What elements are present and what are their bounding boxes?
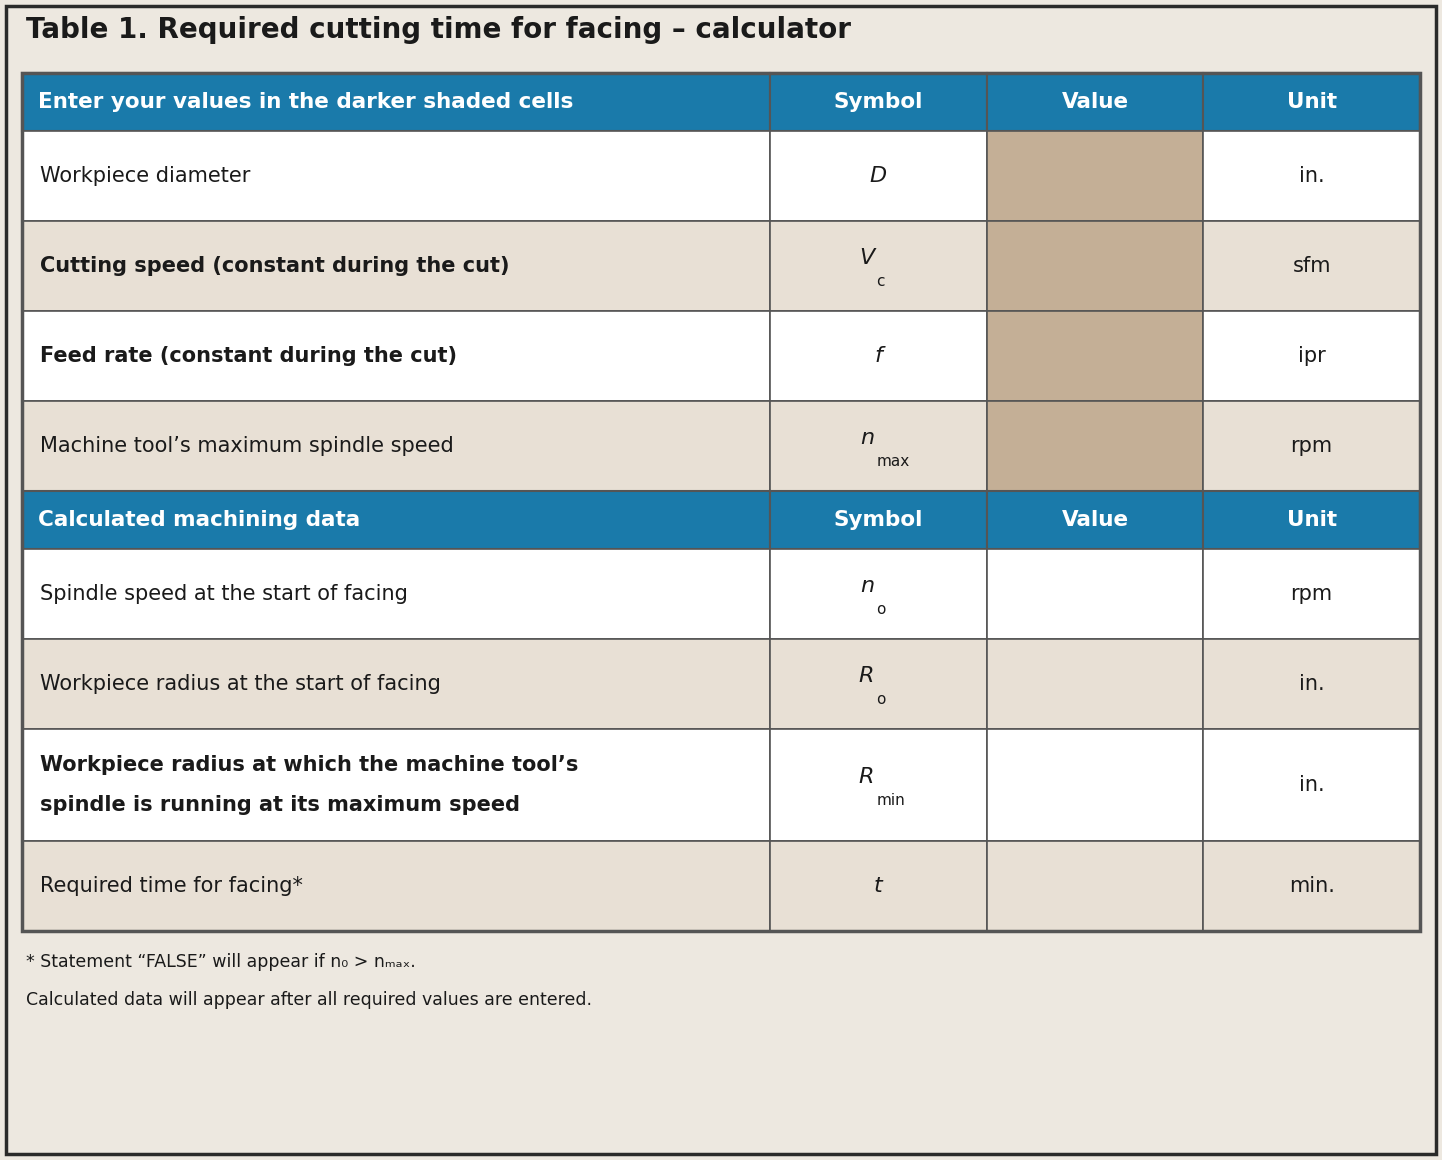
Text: rpm: rpm xyxy=(1291,436,1332,456)
Text: V: V xyxy=(859,248,874,268)
Bar xyxy=(1203,841,1420,931)
Bar xyxy=(986,73,1203,131)
Text: n: n xyxy=(859,577,874,596)
Text: Calculated data will appear after all required values are entered.: Calculated data will appear after all re… xyxy=(26,991,593,1009)
Text: Workpiece radius at which the machine tool’s: Workpiece radius at which the machine to… xyxy=(40,755,578,775)
Bar xyxy=(986,639,1203,728)
Bar xyxy=(22,728,770,841)
Text: Table 1. Required cutting time for facing – calculator: Table 1. Required cutting time for facin… xyxy=(26,16,851,44)
Bar xyxy=(986,549,1203,639)
Text: R: R xyxy=(859,767,874,786)
Bar xyxy=(770,841,986,931)
Bar xyxy=(770,222,986,311)
Text: Workpiece diameter: Workpiece diameter xyxy=(40,166,251,186)
Text: min.: min. xyxy=(1289,876,1335,896)
Text: min: min xyxy=(877,793,906,809)
Bar xyxy=(1203,131,1420,222)
Text: R: R xyxy=(859,666,874,686)
Text: o: o xyxy=(877,693,885,706)
Bar xyxy=(770,639,986,728)
Text: rpm: rpm xyxy=(1291,583,1332,604)
Bar xyxy=(1203,311,1420,401)
Text: in.: in. xyxy=(1299,166,1324,186)
Bar xyxy=(770,728,986,841)
Bar xyxy=(22,73,770,131)
Text: spindle is running at its maximum speed: spindle is running at its maximum speed xyxy=(40,795,521,815)
Text: in.: in. xyxy=(1299,674,1324,694)
Bar xyxy=(22,639,770,728)
Bar xyxy=(770,401,986,491)
Text: ipr: ipr xyxy=(1298,346,1325,367)
Bar xyxy=(770,491,986,549)
Bar xyxy=(1203,73,1420,131)
Bar xyxy=(1203,728,1420,841)
Bar xyxy=(22,549,770,639)
Text: Unit: Unit xyxy=(1286,510,1337,530)
Text: Enter your values in the darker shaded cells: Enter your values in the darker shaded c… xyxy=(37,92,574,113)
Text: Calculated machining data: Calculated machining data xyxy=(37,510,360,530)
Bar xyxy=(986,841,1203,931)
Text: sfm: sfm xyxy=(1292,256,1331,276)
Text: o: o xyxy=(877,602,885,617)
Text: D: D xyxy=(870,166,887,186)
Bar xyxy=(986,311,1203,401)
Text: Workpiece radius at the start of facing: Workpiece radius at the start of facing xyxy=(40,674,441,694)
Bar xyxy=(986,728,1203,841)
Bar xyxy=(1203,549,1420,639)
Text: Symbol: Symbol xyxy=(833,92,923,113)
Bar xyxy=(22,491,770,549)
Text: n: n xyxy=(859,428,874,448)
Text: Feed rate (constant during the cut): Feed rate (constant during the cut) xyxy=(40,346,457,367)
Bar xyxy=(1203,639,1420,728)
Text: c: c xyxy=(877,274,885,289)
Text: Spindle speed at the start of facing: Spindle speed at the start of facing xyxy=(40,583,408,604)
Text: f: f xyxy=(874,346,883,367)
Text: Machine tool’s maximum spindle speed: Machine tool’s maximum spindle speed xyxy=(40,436,454,456)
Bar xyxy=(770,549,986,639)
Text: Value: Value xyxy=(1061,510,1129,530)
Bar xyxy=(986,131,1203,222)
Bar xyxy=(770,73,986,131)
Bar xyxy=(22,401,770,491)
Bar xyxy=(22,131,770,222)
Bar xyxy=(1203,491,1420,549)
Bar xyxy=(1203,222,1420,311)
Text: Unit: Unit xyxy=(1286,92,1337,113)
Bar xyxy=(986,401,1203,491)
Bar xyxy=(22,841,770,931)
Text: in.: in. xyxy=(1299,775,1324,795)
Bar xyxy=(986,222,1203,311)
Text: t: t xyxy=(874,876,883,896)
Text: max: max xyxy=(877,454,910,469)
Text: Symbol: Symbol xyxy=(833,510,923,530)
Bar xyxy=(22,73,1420,931)
Text: Required time for facing*: Required time for facing* xyxy=(40,876,303,896)
Text: * Statement “FALSE” will appear if n₀ > nₘₐₓ.: * Statement “FALSE” will appear if n₀ > … xyxy=(26,954,415,971)
Bar xyxy=(22,222,770,311)
Text: Cutting speed (constant during the cut): Cutting speed (constant during the cut) xyxy=(40,256,509,276)
Text: Value: Value xyxy=(1061,92,1129,113)
Bar xyxy=(1203,401,1420,491)
Bar xyxy=(770,311,986,401)
Bar xyxy=(22,311,770,401)
Bar xyxy=(986,491,1203,549)
Bar xyxy=(770,131,986,222)
